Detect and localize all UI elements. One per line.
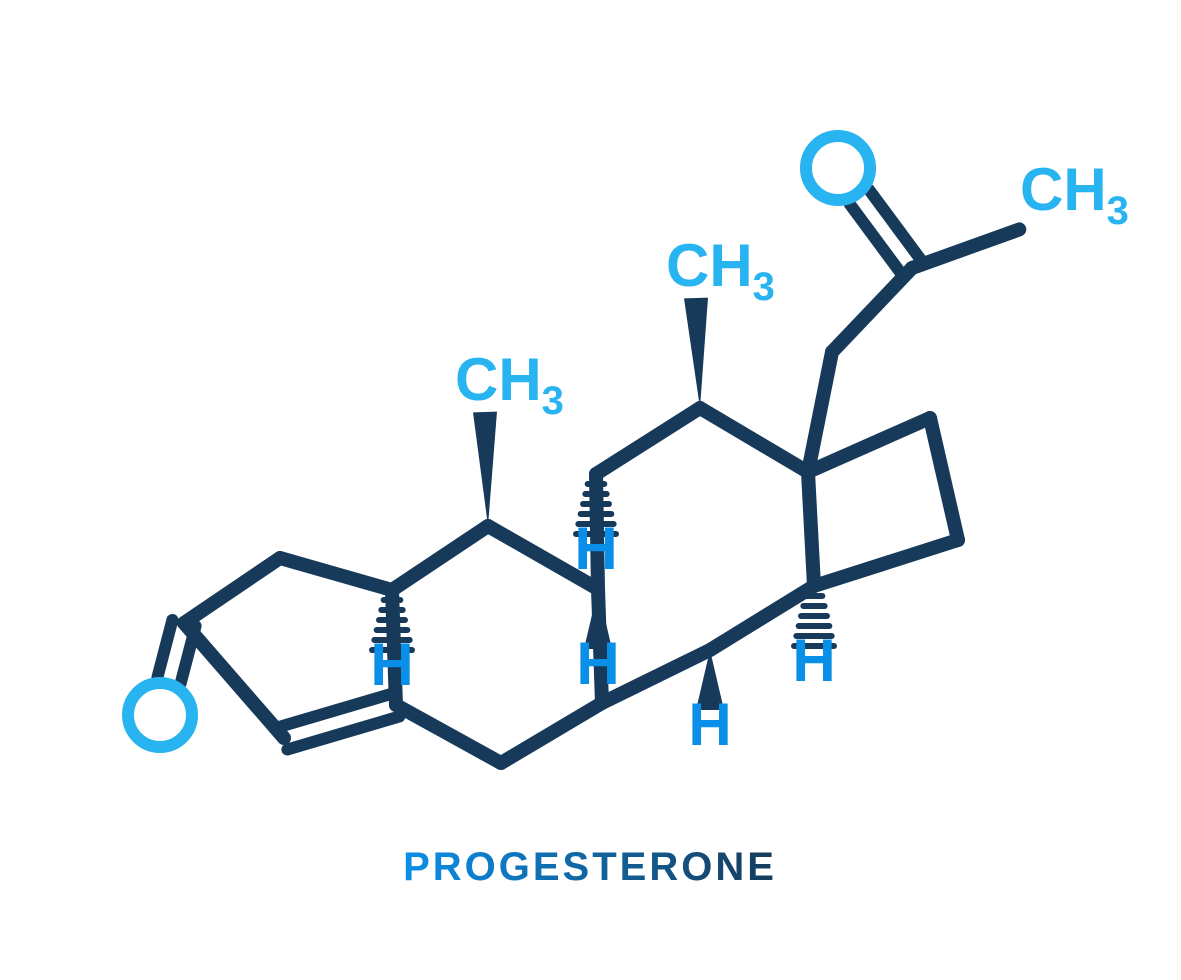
hydrogen-label: H xyxy=(574,515,617,582)
molecule-diagram: HHHHHCH3CH3CH3PROGESTERONE xyxy=(0,0,1181,980)
methyl-label: CH3 xyxy=(666,232,775,309)
oxygen-atom xyxy=(806,136,870,200)
hydrogen-label: H xyxy=(370,631,413,698)
hydrogen-label: H xyxy=(688,691,731,758)
methyl-label: CH3 xyxy=(1020,156,1129,233)
methyl-label: CH3 xyxy=(455,346,564,423)
oxygen-atom xyxy=(128,683,192,747)
hydrogen-label: H xyxy=(576,630,619,697)
hydrogen-label: H xyxy=(792,627,835,694)
molecule-title: PROGESTERONE xyxy=(403,845,777,889)
